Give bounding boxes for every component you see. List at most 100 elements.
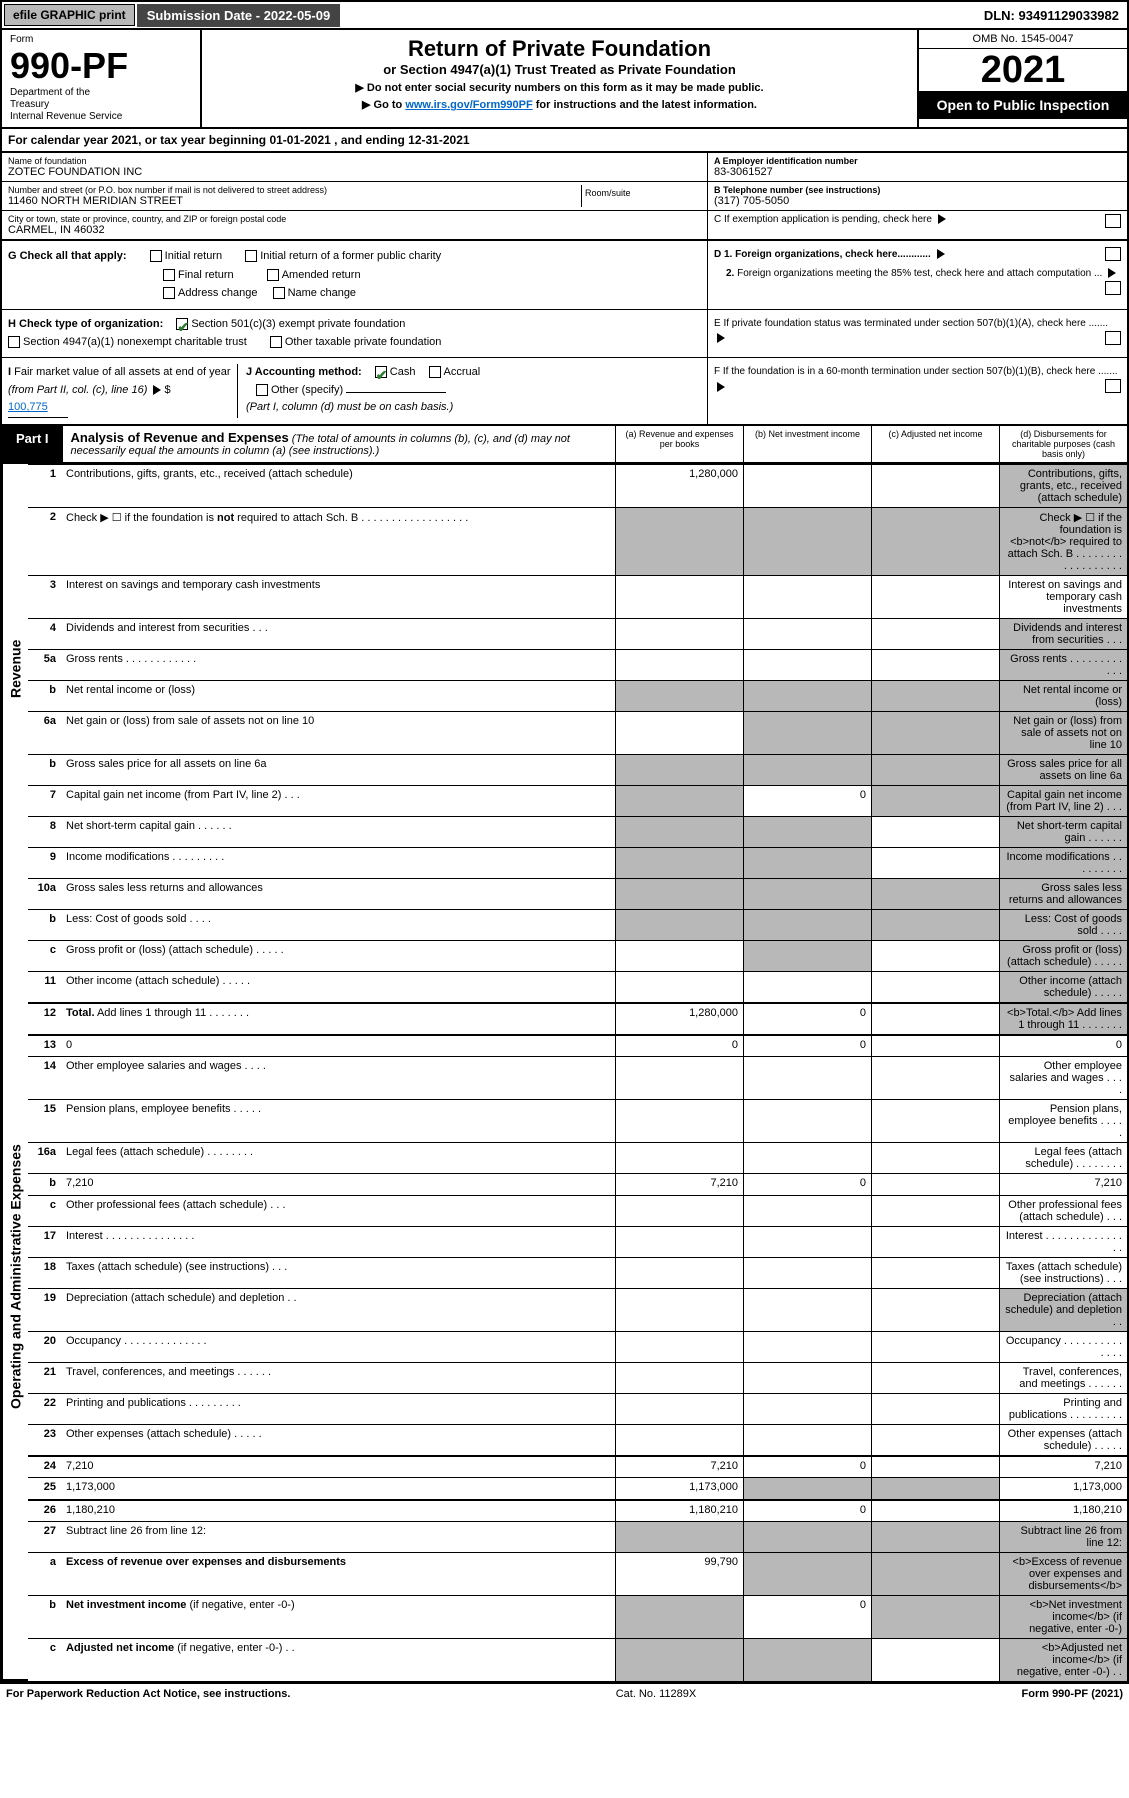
col-a — [615, 941, 743, 971]
h-4947-checkbox[interactable] — [8, 336, 20, 348]
line-number: 16a — [28, 1143, 62, 1173]
col-d: Other professional fees (attach schedule… — [999, 1196, 1127, 1226]
table-row: 7Capital gain net income (from Part IV, … — [28, 785, 1127, 816]
foundation-name: ZOTEC FOUNDATION INC — [8, 166, 701, 178]
col-c — [871, 1425, 999, 1455]
f-checkbox[interactable] — [1105, 379, 1121, 393]
line-number: 14 — [28, 1057, 62, 1099]
h-501c3-checkbox[interactable] — [176, 318, 188, 330]
line-description: Net short-term capital gain . . . . . . — [62, 817, 615, 847]
line-number: b — [28, 755, 62, 785]
col-d: 1,180,210 — [999, 1501, 1127, 1521]
line-number: c — [28, 941, 62, 971]
line-description: Other expenses (attach schedule) . . . .… — [62, 1425, 615, 1455]
col-c — [871, 879, 999, 909]
line-description: 1,180,210 — [62, 1501, 615, 1521]
col-a — [615, 1227, 743, 1257]
col-d: Net gain or (loss) from sale of assets n… — [999, 712, 1127, 754]
j-accrual-checkbox[interactable] — [429, 366, 441, 378]
d1-checkbox[interactable] — [1105, 247, 1121, 261]
arrow-icon — [937, 249, 945, 259]
tel-value: (317) 705-5050 — [714, 195, 1121, 207]
g-initial-former-checkbox[interactable] — [245, 250, 257, 262]
line-description: Total. Add lines 1 through 11 . . . . . … — [62, 1004, 615, 1034]
col-b — [743, 817, 871, 847]
line-description: Interest . . . . . . . . . . . . . . . — [62, 1227, 615, 1257]
col-a — [615, 1196, 743, 1226]
col-c — [871, 1522, 999, 1552]
col-a — [615, 1522, 743, 1552]
efile-print-button[interactable]: efile GRAPHIC print — [4, 4, 135, 26]
col-c — [871, 619, 999, 649]
col-b — [743, 576, 871, 618]
tel-label: B Telephone number (see instructions) — [714, 185, 1121, 195]
col-c — [871, 1478, 999, 1499]
line-number: 3 — [28, 576, 62, 618]
i-value[interactable]: 100,775 — [8, 399, 68, 418]
line-number: 18 — [28, 1258, 62, 1288]
g-address-checkbox[interactable] — [163, 287, 175, 299]
col-c — [871, 941, 999, 971]
line-number: 19 — [28, 1289, 62, 1331]
table-row: 19Depreciation (attach schedule) and dep… — [28, 1288, 1127, 1331]
col-d-header: (d) Disbursements for charitable purpose… — [999, 426, 1127, 462]
table-row: 261,180,2101,180,21001,180,210 — [28, 1499, 1127, 1521]
line-description: Occupancy . . . . . . . . . . . . . . — [62, 1332, 615, 1362]
d2-checkbox[interactable] — [1105, 281, 1121, 295]
col-a — [615, 1057, 743, 1099]
line-number: a — [28, 1553, 62, 1595]
g-amended-checkbox[interactable] — [267, 269, 279, 281]
form-title: Return of Private Foundation — [208, 36, 911, 62]
col-c — [871, 1227, 999, 1257]
line-number: 6a — [28, 712, 62, 754]
omb-number: OMB No. 1545-0047 — [919, 30, 1127, 49]
line-number: b — [28, 910, 62, 940]
ein-label: A Employer identification number — [714, 156, 1121, 166]
line-description: Gross sales less returns and allowances — [62, 879, 615, 909]
c-label: C If exemption application is pending, c… — [714, 214, 932, 225]
col-d: <b>Adjusted net income</b> (if negative,… — [999, 1639, 1127, 1681]
g-initial-checkbox[interactable] — [150, 250, 162, 262]
c-checkbox[interactable] — [1105, 214, 1121, 228]
line-description: Printing and publications . . . . . . . … — [62, 1394, 615, 1424]
h-label: H Check type of organization: — [8, 318, 163, 330]
arrow-icon — [938, 214, 946, 224]
h-other-checkbox[interactable] — [270, 336, 282, 348]
e-checkbox[interactable] — [1105, 331, 1121, 345]
col-c — [871, 848, 999, 878]
col-b — [743, 681, 871, 711]
table-row: cAdjusted net income (if negative, enter… — [28, 1638, 1127, 1681]
col-d: Net rental income or (loss) — [999, 681, 1127, 711]
line-number: c — [28, 1196, 62, 1226]
col-a: 0 — [615, 1036, 743, 1056]
col-d: Gross sales price for all assets on line… — [999, 755, 1127, 785]
addr-label: Number and street (or P.O. box number if… — [8, 185, 581, 195]
col-c — [871, 1004, 999, 1034]
j-cash-checkbox[interactable] — [375, 366, 387, 378]
table-row: 12Total. Add lines 1 through 11 . . . . … — [28, 1002, 1127, 1034]
col-a — [615, 755, 743, 785]
table-row: 8Net short-term capital gain . . . . . .… — [28, 816, 1127, 847]
table-row: cGross profit or (loss) (attach schedule… — [28, 940, 1127, 971]
table-row: c Other professional fees (attach schedul… — [28, 1195, 1127, 1226]
form-link[interactable]: www.irs.gov/Form990PF — [405, 99, 532, 111]
line-number: 5a — [28, 650, 62, 680]
col-a — [615, 1363, 743, 1393]
table-row: b Gross sales price for all assets on lin… — [28, 754, 1127, 785]
col-c — [871, 1363, 999, 1393]
col-b — [743, 465, 871, 507]
g-name-checkbox[interactable] — [273, 287, 285, 299]
line-description: Other employee salaries and wages . . . … — [62, 1057, 615, 1099]
col-d: Printing and publications . . . . . . . … — [999, 1394, 1127, 1424]
table-row: 18Taxes (attach schedule) (see instructi… — [28, 1257, 1127, 1288]
g-final-checkbox[interactable] — [163, 269, 175, 281]
col-a — [615, 786, 743, 816]
line-number: 26 — [28, 1501, 62, 1521]
col-b — [743, 1363, 871, 1393]
line-number: c — [28, 1639, 62, 1681]
j-other-checkbox[interactable] — [256, 384, 268, 396]
col-d: Net short-term capital gain . . . . . . — [999, 817, 1127, 847]
line-number: 13 — [28, 1036, 62, 1056]
line-description: 7,210 — [62, 1457, 615, 1477]
foundation-info: Name of foundation ZOTEC FOUNDATION INC … — [0, 153, 1129, 241]
